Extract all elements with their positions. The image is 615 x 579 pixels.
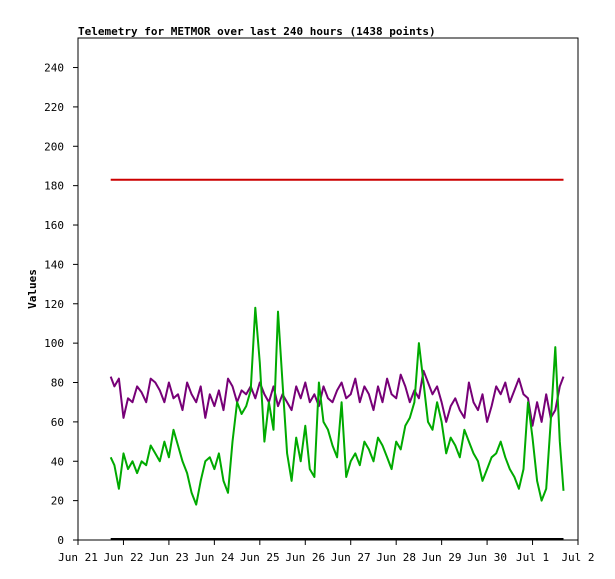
x-tick-label: Jul 1 <box>516 551 549 564</box>
y-tick-label: 40 <box>51 455 64 468</box>
series-line-4 <box>109 306 565 506</box>
y-tick-label: 200 <box>44 140 64 153</box>
series-group <box>109 178 565 540</box>
y-tick-label: 60 <box>51 416 64 429</box>
y-tick-label: 220 <box>44 101 64 114</box>
x-tick-label: Jun 24 <box>194 551 234 564</box>
y-tick-label: 160 <box>44 219 64 232</box>
x-tick-label: Jun 23 <box>149 551 189 564</box>
x-tick-label: Jun 30 <box>467 551 507 564</box>
x-axis-ticks: Jun 21 Jun 22 Jun 23 Jun 24 Jun 25 Jun 26 Jun … <box>58 540 595 564</box>
y-axis-label: Values <box>26 269 39 309</box>
y-tick-label: 120 <box>44 298 64 311</box>
y-tick-label: 20 <box>51 495 64 508</box>
y-tick-label: 140 <box>44 258 64 271</box>
y-tick-label: 240 <box>44 62 64 75</box>
y-axis-ticks: 0 20 40 60 80 100 120 140 160 180 200 220 240 <box>44 62 78 547</box>
x-tick-label: Jun 22 <box>104 551 144 564</box>
x-tick-label: Jun 27 <box>331 551 371 564</box>
x-tick-label: Jun 26 <box>285 551 325 564</box>
y-tick-label: 100 <box>44 337 64 350</box>
x-tick-label: Jun 25 <box>240 551 280 564</box>
x-tick-label: Jul 2 <box>561 551 594 564</box>
y-tick-label: 80 <box>51 377 64 390</box>
y-tick-label: 0 <box>57 534 64 547</box>
x-tick-label: Jun 21 <box>58 551 98 564</box>
series-line-3 <box>109 369 565 427</box>
x-tick-label: Jun 28 <box>376 551 416 564</box>
chart-title: Telemetry for METMOR over last 240 hours… <box>78 25 436 38</box>
y-tick-label: 180 <box>44 180 64 193</box>
x-tick-label: Jun 29 <box>422 551 462 564</box>
